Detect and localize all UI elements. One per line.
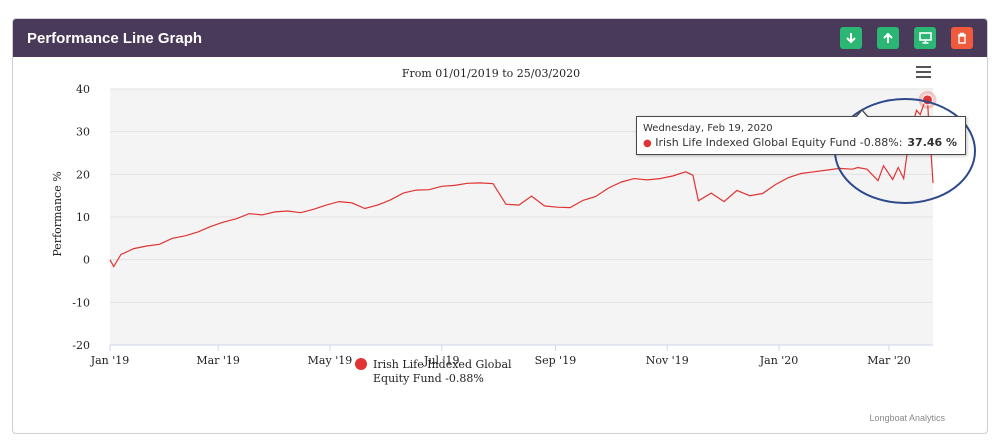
x-tick-label: Sep '19 (535, 354, 577, 367)
y-tick-label: -20 (72, 339, 90, 352)
download-button[interactable] (840, 27, 862, 49)
y-axis-label: Performance % (51, 171, 64, 256)
panel-title: Performance Line Graph (27, 29, 203, 47)
y-tick-label: 10 (76, 211, 90, 224)
x-tick-label: May '19 (308, 354, 353, 367)
delete-button[interactable] (951, 27, 973, 49)
x-tick-label: Jan '20 (759, 354, 799, 367)
legend-label-line2: Equity Fund -0.88% (373, 372, 484, 385)
y-tick-label: 20 (76, 168, 90, 181)
arrow-up-icon (883, 32, 893, 43)
tooltip-series-name: Irish Life Indexed Global Equity Fund -0… (655, 136, 903, 149)
panel-header: Performance Line Graph (13, 19, 987, 57)
tooltip-row: ● Irish Life Indexed Global Equity Fund … (643, 136, 957, 149)
arrow-down-icon (846, 33, 856, 44)
series-line[interactable] (109, 98, 934, 268)
trash-icon (958, 32, 966, 44)
x-tick-label: Jan '19 (90, 354, 130, 367)
data-tooltip: Wednesday, Feb 19, 2020 ● Irish Life Ind… (636, 109, 967, 155)
x-tick-label: Nov '19 (646, 354, 689, 367)
performance-line-chart: -20 -10 0 10 20 30 40 Jan '19 Mar '19 May '19 Jul… (51, 66, 976, 385)
y-tick-label: 40 (76, 83, 90, 96)
x-tick-label: Mar '20 (867, 354, 911, 367)
upload-button[interactable] (877, 27, 899, 49)
toolbar (840, 27, 973, 49)
chart-credit[interactable]: Longboat Analytics (869, 413, 945, 423)
performance-panel: Performance Line Graph -20 -10 0 10 20 30 40 J… (12, 18, 988, 434)
x-tick-label: Jul '19 (423, 354, 460, 367)
tooltip-series-dot: ● (643, 138, 652, 149)
y-tick-label: 30 (76, 126, 90, 139)
y-tick-label: 0 (83, 254, 90, 267)
hamburger-icon[interactable] (916, 66, 931, 78)
legend[interactable]: Irish Life Indexed Global Equity Fund -0… (355, 358, 512, 385)
legend-label-line1: Irish Life Indexed Global (373, 358, 512, 371)
chart-title: From 01/01/2019 to 25/03/2020 (402, 67, 580, 80)
y-tick-label: -10 (72, 296, 90, 309)
x-tick-label: Mar '19 (196, 354, 240, 367)
legend-marker (355, 358, 367, 370)
chart-area: -20 -10 0 10 20 30 40 Jan '19 Mar '19 May '19 Jul… (13, 57, 987, 433)
tooltip-date: Wednesday, Feb 19, 2020 (643, 123, 773, 134)
present-button[interactable] (914, 27, 936, 49)
tooltip-value: 37.46 % (907, 136, 958, 149)
tooltip-arrow (855, 109, 869, 118)
monitor-icon (918, 32, 932, 44)
